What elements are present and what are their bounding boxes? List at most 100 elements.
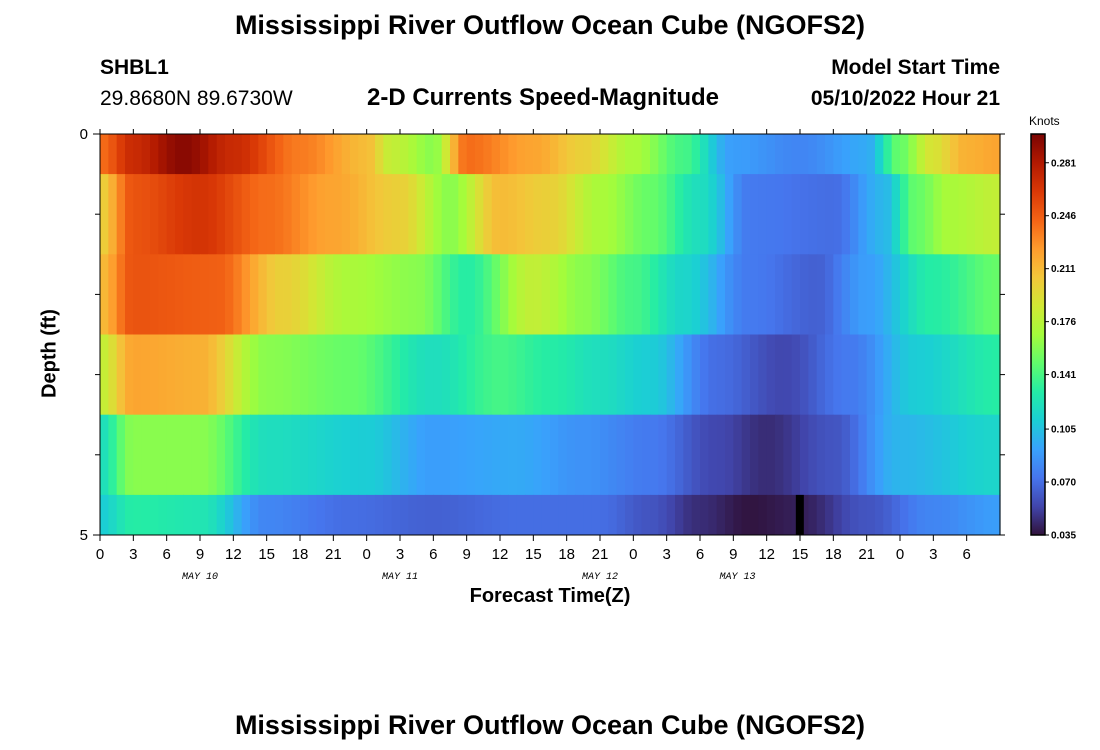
heatmap-cell [800, 494, 809, 536]
heatmap-cell [391, 134, 401, 175]
heatmap-cell [458, 174, 468, 255]
heatmap-cell [166, 494, 176, 536]
heatmap-cell [983, 494, 993, 536]
heatmap-cell [583, 494, 593, 536]
heatmap-cell [208, 494, 218, 536]
heatmap-cell [616, 494, 626, 536]
heatmap-cell [816, 494, 826, 536]
heatmap-cell [191, 494, 201, 536]
heatmap-cell [941, 174, 951, 255]
heatmap-cell [766, 494, 776, 536]
heatmap-cell [141, 254, 151, 335]
heatmap-cell [466, 134, 476, 175]
heatmap-cell [150, 494, 159, 536]
heatmap-cell [875, 174, 884, 255]
heatmap-cell [658, 414, 668, 496]
heatmap-cell [241, 334, 251, 416]
heatmap-cell [183, 494, 193, 536]
colorbar-tick-label: 0.176 [1051, 317, 1076, 328]
heatmap-cell [800, 414, 809, 496]
heatmap-cell [483, 174, 493, 255]
heatmap-cell [900, 334, 909, 416]
heatmap-cell [350, 334, 359, 416]
heatmap-cell [741, 174, 751, 255]
heatmap-cell [533, 254, 543, 335]
heatmap-cell [458, 254, 468, 335]
x-tick-label: 9 [462, 546, 470, 563]
heatmap-cell [791, 334, 801, 416]
heatmap-cell [425, 414, 434, 496]
heatmap-cell [225, 134, 234, 175]
heatmap-cell [525, 134, 534, 175]
heatmap-cell [666, 494, 676, 536]
heatmap-cell [658, 334, 668, 416]
heatmap-cell [316, 414, 326, 496]
heatmap-cell [958, 334, 968, 416]
heatmap-cell [791, 134, 801, 175]
x-tick-label: 3 [396, 546, 404, 563]
heatmap-cell [483, 414, 493, 496]
heatmap-cell [591, 414, 601, 496]
heatmap-cell [825, 334, 834, 416]
heatmap-cell [491, 134, 501, 175]
heatmap-cell [708, 414, 718, 496]
heatmap-cell [258, 494, 268, 536]
heatmap-cell [675, 174, 684, 255]
heatmap-cell [216, 254, 226, 335]
heatmap-cell [458, 414, 468, 496]
heatmap-cell [966, 334, 976, 416]
heatmap-cell [241, 174, 251, 255]
heatmap-cell [750, 174, 759, 255]
heatmap-cell [608, 174, 618, 255]
heatmap-cell [375, 334, 384, 416]
heatmap-cell [508, 334, 518, 416]
heatmap-cell [250, 414, 259, 496]
heatmap-cell [716, 254, 726, 335]
heatmap-cell [641, 174, 651, 255]
heatmap-cell [525, 494, 534, 536]
x-tick-label: 3 [662, 546, 670, 563]
heatmap-cell [566, 414, 576, 496]
heatmap-cell [150, 134, 159, 175]
heatmap-cell [850, 494, 859, 536]
heatmap-cell [375, 494, 384, 536]
heatmap-cell [266, 134, 276, 175]
heatmap-cell [991, 254, 1001, 335]
colorbar-tick-label: 0.246 [1051, 211, 1076, 222]
heatmap-cell [441, 494, 451, 536]
heatmap-cell [666, 174, 676, 255]
heatmap-cell [491, 254, 501, 335]
heatmap-cell [300, 494, 309, 536]
heatmap-cell [750, 254, 759, 335]
heatmap-cell [566, 254, 576, 335]
heatmap-cell [108, 174, 118, 255]
heatmap-cell [525, 254, 534, 335]
heatmap-cell [858, 174, 868, 255]
heatmap-cell [808, 414, 818, 496]
heatmap-cell [925, 414, 934, 496]
heatmap-cell [200, 134, 209, 175]
x-tick-label: 18 [558, 546, 575, 563]
heatmap-cell [616, 134, 626, 175]
heatmap-cell [950, 494, 959, 536]
x-tick-label: 15 [258, 546, 275, 563]
heatmap-cell [325, 494, 334, 536]
heatmap-cell [608, 494, 618, 536]
heatmap-cell [341, 414, 351, 496]
heatmap-cell [891, 134, 901, 175]
heatmap-cell [466, 414, 476, 496]
heatmap-cell [991, 494, 1001, 536]
x-tick-label: 6 [162, 546, 170, 563]
heatmap-cell [275, 334, 284, 416]
heatmap-cell [625, 414, 634, 496]
heatmap-cell [383, 254, 393, 335]
heatmap-cell [350, 134, 359, 175]
heatmap-cell [516, 334, 526, 416]
heatmap-cell [458, 494, 468, 536]
heatmap-cell [591, 254, 601, 335]
heatmap-cell [716, 134, 726, 175]
x-tick-label: 3 [129, 546, 137, 563]
heatmap-cell [433, 414, 443, 496]
heatmap-cell [775, 334, 784, 416]
heatmap-cell [883, 174, 893, 255]
